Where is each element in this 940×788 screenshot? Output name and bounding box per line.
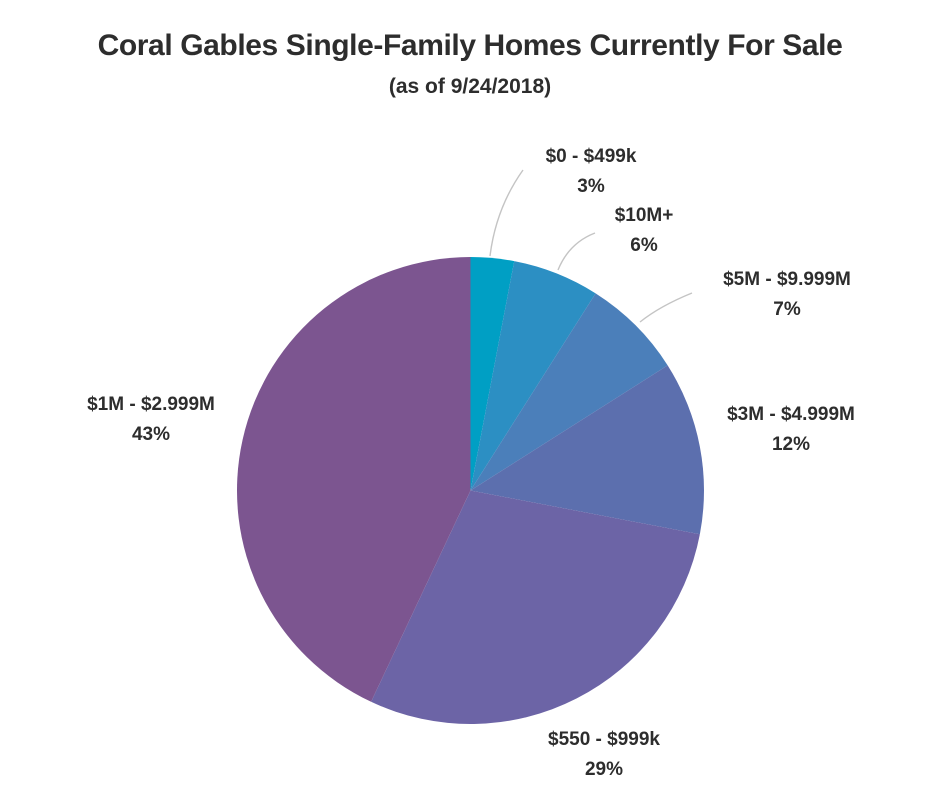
slice-label-percent: 43% xyxy=(131,424,171,445)
chart-title: Coral Gables Single-Family Homes Current… xyxy=(97,29,843,62)
slice-label-percent: 29% xyxy=(584,759,624,780)
leader-line-1 xyxy=(557,232,596,271)
slice-label-0: $0 - $499k 3% xyxy=(546,142,637,202)
pie-slice-1 xyxy=(470,261,596,491)
pie-slice-3 xyxy=(470,365,705,535)
leader-line-0 xyxy=(489,169,524,257)
leader-line-2 xyxy=(639,292,693,323)
slice-label-4: $550 - $999k 29% xyxy=(548,725,660,785)
pie-slice-2 xyxy=(470,293,668,491)
slice-label-percent: 12% xyxy=(771,434,811,455)
slice-label-percent: 3% xyxy=(577,176,605,197)
slice-label-range: $5M - $9.999M xyxy=(723,269,851,290)
slice-label-percent: 7% xyxy=(773,299,801,320)
slice-label-3: $3M - $4.999M 12% xyxy=(727,400,855,460)
slice-label-1: $10M+ 6% xyxy=(615,201,674,261)
pie-slice-5 xyxy=(237,257,471,702)
slice-label-range: $0 - $499k xyxy=(545,146,637,167)
slice-label-5: $1M - $2.999M 43% xyxy=(87,390,215,450)
pie-slice-4 xyxy=(371,490,700,724)
slice-label-2: $5M - $9.999M 7% xyxy=(723,265,851,325)
slice-label-range: $10M+ xyxy=(614,205,674,226)
slice-label-range: $3M - $4.999M xyxy=(727,404,855,425)
slice-label-range: $1M - $2.999M xyxy=(87,394,215,415)
chart-subtitle: (as of 9/24/2018) xyxy=(388,75,552,98)
slice-label-percent: 6% xyxy=(630,235,658,256)
pie-slice-0 xyxy=(470,257,515,491)
slice-label-range: $550 - $999k xyxy=(548,729,660,750)
